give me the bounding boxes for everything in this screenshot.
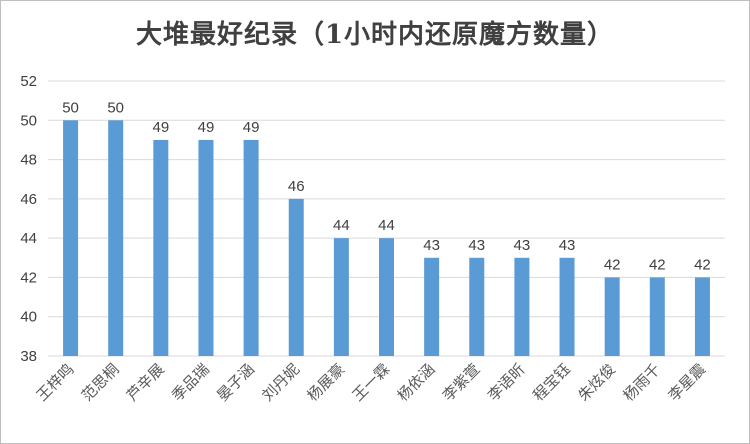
data-label: 43: [468, 237, 485, 254]
bar: [604, 277, 620, 356]
bar: [379, 238, 394, 356]
y-tick-label: 48: [20, 152, 37, 169]
x-category-label: 季品瑞: [168, 360, 213, 405]
x-category-label: 李星震: [665, 360, 710, 405]
data-label: 50: [107, 99, 124, 116]
bar: [153, 139, 169, 356]
x-category-label: 李紫萱: [439, 360, 484, 405]
x-category-label: 程宝钰: [529, 360, 574, 405]
x-category-label: 杨雨千: [620, 360, 665, 405]
data-label: 43: [514, 237, 531, 254]
bar: [243, 139, 259, 356]
data-label: 43: [423, 237, 440, 254]
data-label: 44: [333, 217, 350, 234]
x-category-label: 王梓鸣: [33, 360, 78, 405]
data-label: 49: [198, 119, 215, 136]
x-category-label: 杨依涵: [394, 360, 439, 405]
x-axis-categories: 王梓鸣 范思桐 芦辛展 季品瑞 晏子涵 刘丹妮 杨展豪 王一霖 杨依涵 李紫萱 李语昕 程宝钰 朱炫俊杨…: [33, 360, 709, 405]
y-tick-label: 50: [20, 112, 37, 129]
x-category-label: 芦辛展: [123, 360, 168, 405]
bar: [424, 257, 440, 356]
data-label: 42: [604, 256, 621, 273]
x-category-label: 刘丹妮: [259, 360, 304, 405]
bar: [514, 257, 530, 356]
bar: [333, 238, 349, 356]
bar: [288, 198, 304, 356]
data-label: 49: [152, 119, 169, 136]
y-tick-label: 40: [20, 309, 37, 326]
bar: [63, 120, 79, 357]
y-tick-label: 46: [20, 191, 37, 208]
bar: [469, 257, 485, 356]
x-category-label: 朱炫俊: [574, 360, 619, 405]
x-category-label: 杨展豪: [304, 360, 349, 405]
x-category-label: 范思桐: [78, 360, 123, 405]
y-tick-label: 44: [20, 230, 37, 247]
data-label: 42: [649, 256, 666, 273]
y-tick-label: 42: [20, 269, 37, 286]
x-category-label: 李语昕: [484, 360, 529, 405]
data-label: 49: [243, 119, 260, 136]
y-axis-ticks: 38 40 42 44 46 48 50 52: [20, 73, 37, 365]
data-label: 44: [378, 217, 395, 234]
bar: [559, 257, 575, 356]
x-category-label: 晏子涵: [213, 360, 258, 405]
x-category-label: 王一霖: [349, 360, 394, 405]
chart-title: 大堆最好纪录（1小时内还原魔方数量）: [135, 20, 615, 50]
bar: [694, 277, 710, 356]
y-tick-label: 52: [20, 73, 37, 90]
bars: [63, 120, 710, 357]
data-labels: 50 50 49 49 49 46 44 44 43 43 43 43 42 42 42: [62, 99, 711, 273]
bar: [108, 120, 124, 357]
bar: [649, 277, 665, 356]
data-label: 46: [288, 178, 305, 195]
data-label: 50: [62, 99, 79, 116]
y-tick-label: 38: [20, 348, 37, 365]
data-label: 43: [559, 237, 576, 254]
data-label: 42: [694, 256, 711, 273]
bar: [198, 139, 214, 356]
